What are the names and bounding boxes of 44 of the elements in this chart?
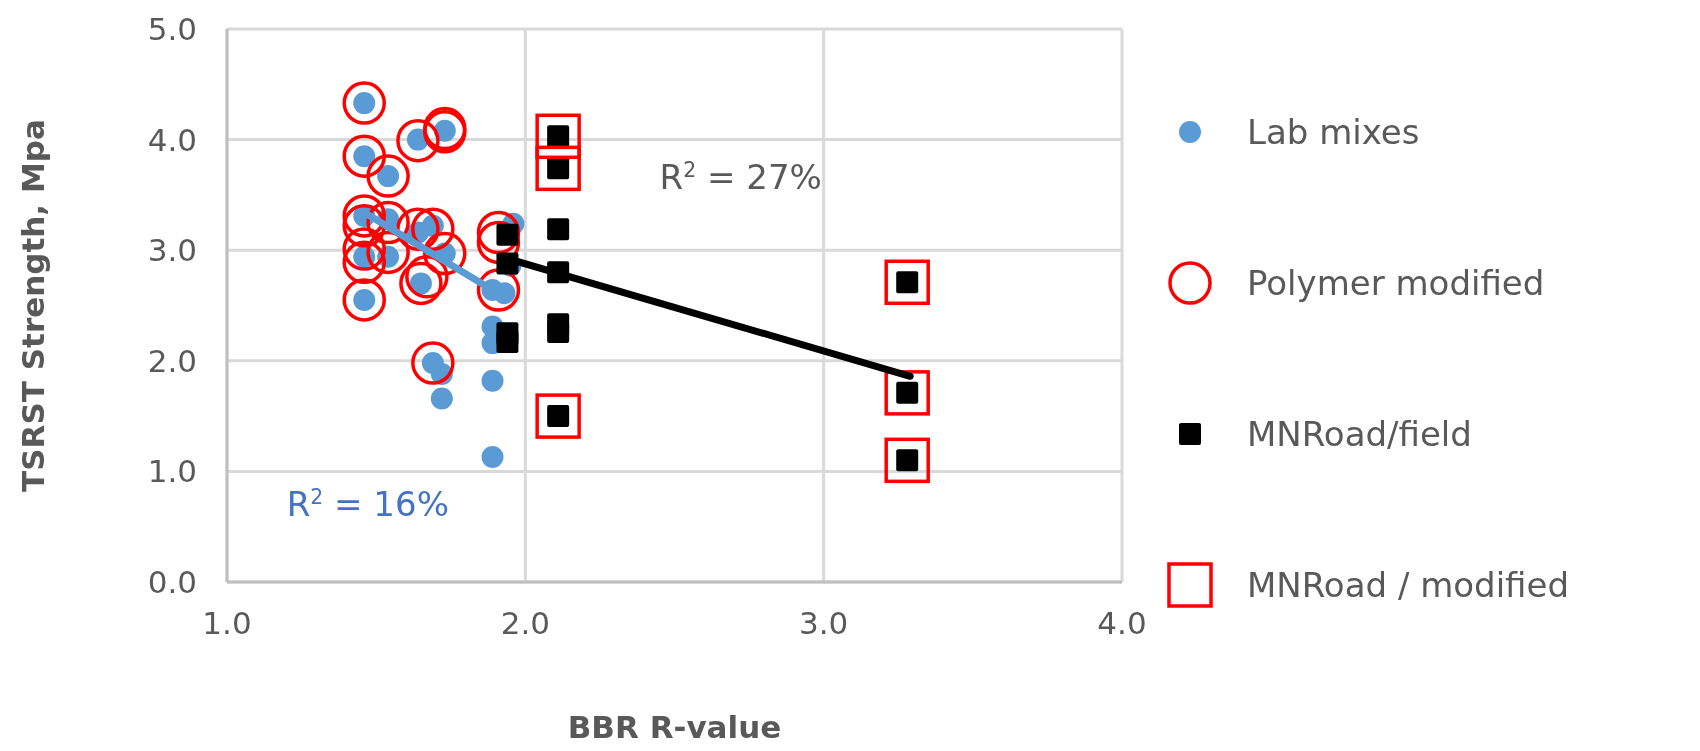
y-tick-label: 5.0 bbox=[147, 11, 197, 47]
point bbox=[535, 393, 581, 439]
point bbox=[342, 194, 386, 238]
annotation: R$^{2}$ = 27% bbox=[659, 157, 822, 198]
point bbox=[405, 254, 449, 299]
point bbox=[342, 204, 386, 248]
y-tick-label: 3.0 bbox=[147, 232, 197, 269]
y-tick-label: 0.0 bbox=[147, 564, 197, 600]
point bbox=[884, 437, 930, 484]
point bbox=[481, 369, 504, 392]
legend-label: Lab mixes bbox=[1247, 112, 1420, 152]
point bbox=[547, 218, 570, 241]
annotation: R$^{2}$ = 16% bbox=[286, 483, 449, 524]
point bbox=[342, 278, 386, 322]
point bbox=[476, 210, 521, 255]
point bbox=[476, 268, 521, 312]
point bbox=[547, 321, 570, 344]
x-tick-label: 2.0 bbox=[500, 605, 550, 641]
point bbox=[342, 227, 386, 271]
point bbox=[411, 341, 455, 385]
point bbox=[884, 259, 930, 306]
x-axis-title: BBR R-value bbox=[567, 709, 782, 745]
point bbox=[399, 261, 443, 306]
point bbox=[366, 154, 410, 198]
legend-label: Polymer modified bbox=[1247, 263, 1545, 303]
point bbox=[476, 220, 521, 265]
point bbox=[535, 113, 581, 160]
y-tick-label: 2.0 bbox=[147, 342, 197, 379]
point bbox=[342, 240, 386, 285]
x-tick-label: 4.0 bbox=[1097, 605, 1147, 641]
point bbox=[342, 134, 386, 178]
point bbox=[496, 331, 519, 353]
y-tick-label: 4.0 bbox=[147, 121, 197, 158]
point bbox=[342, 81, 386, 125]
y-tick-label: 1.0 bbox=[147, 453, 197, 490]
legend-label: MNRoad/field bbox=[1247, 414, 1472, 454]
point bbox=[535, 145, 581, 192]
x-tick-label: 3.0 bbox=[799, 605, 849, 641]
legend-label: MNRoad / modified bbox=[1247, 565, 1570, 605]
point bbox=[396, 118, 440, 163]
point bbox=[430, 387, 453, 410]
point bbox=[481, 446, 504, 469]
y-axis-title: TSRST Strength, Mpa bbox=[15, 119, 51, 492]
x-tick-label: 1.0 bbox=[202, 605, 252, 641]
